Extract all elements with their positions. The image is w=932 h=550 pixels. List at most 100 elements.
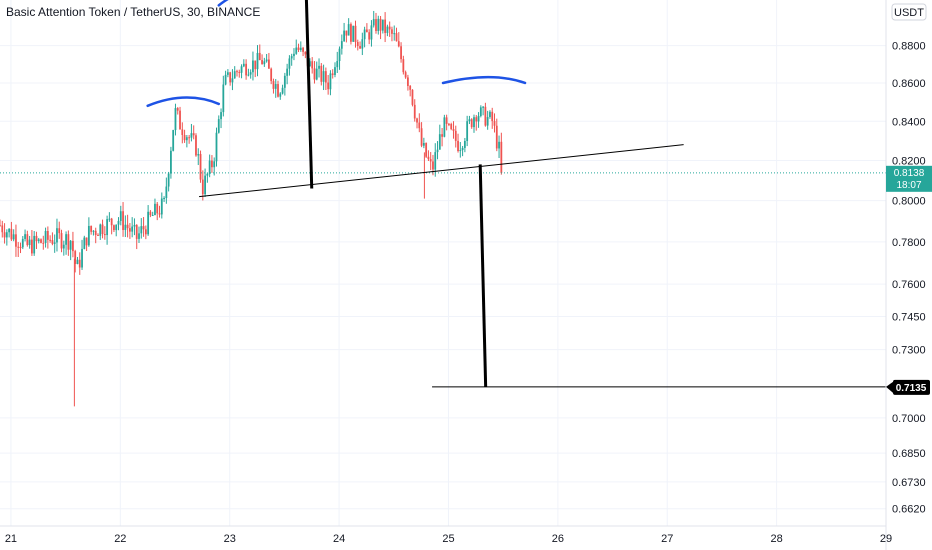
neckline-trendline[interactable] [199,144,684,198]
candle-body [229,72,232,83]
candle-body [44,230,47,243]
candle-body [42,242,45,244]
candle-body [17,246,20,248]
candle-body [427,156,430,160]
candle-body [135,224,138,239]
candle-body [58,228,61,234]
drawings[interactable] [146,0,886,388]
candle-body [454,130,457,141]
candle-body [21,238,24,248]
price-tick-label: 0.7800 [892,237,926,249]
time-tick-label: 22 [114,533,126,545]
candle-body [74,251,77,265]
time-axis[interactable]: 21 22 23 24 25 26 27 28 29 [5,533,892,545]
candle-body [31,239,33,254]
time-tick-label: 21 [5,533,17,545]
candle-body [12,234,15,240]
candle-body [15,234,17,247]
candle-body [386,26,389,33]
candle-body [10,228,13,240]
candle-body [62,244,65,249]
candle-body [345,30,348,36]
target-price-value: 0.7135 [896,383,927,394]
candle-body [413,104,416,119]
candle-body [133,224,136,227]
candle-body [299,47,302,50]
candle-body [470,119,473,128]
candle-body [322,71,325,82]
candle-body [324,71,327,83]
candle-body [370,25,373,40]
candle-body [190,133,193,138]
candle-body [381,19,384,31]
candle-body [60,233,63,249]
price-tick-label: 0.6730 [892,477,926,489]
candle-body [295,47,298,54]
candle-body [281,87,284,94]
candle-body [249,72,252,75]
chart-title: Basic Attention Token / TetherUS, 30, BI… [6,5,260,19]
candle-body [99,224,102,236]
candle-body [452,129,455,131]
candle-body [236,71,238,73]
candle-body [211,160,213,168]
candle-body [313,68,316,80]
candle-body [368,32,371,40]
time-tick-label: 29 [880,533,892,545]
candle-body [165,186,168,198]
candle-body [409,85,412,90]
candle-body [350,24,352,42]
current-price-badge [886,165,932,192]
candle-body [279,93,282,97]
candle-body [87,225,90,246]
candle-body [85,237,88,246]
price-tick-label: 0.8400 [892,116,926,128]
candle-body [46,230,49,240]
time-tick-label: 23 [224,533,236,545]
candle-body [172,130,175,151]
candle-body [163,197,165,199]
candle-body [315,68,318,80]
candle-body [475,117,478,122]
currency-badge[interactable] [891,3,927,21]
price-axis[interactable]: USDT 0.8800 0.8600 0.8400 0.8200 0.8000 0.780… [891,3,927,516]
candle-body [263,61,266,65]
candle-body [197,154,200,156]
current-price-tag: 0.8138 18:07 [886,165,932,192]
candle-body [354,25,357,43]
candle-body [140,226,143,234]
price-tick-label: 0.8200 [892,155,926,167]
candle-body [213,161,216,168]
candle-body [327,82,330,90]
candle-body [144,229,147,235]
candle-body [224,74,227,85]
candle-body [277,84,279,97]
shoulder-arc[interactable] [146,96,221,108]
projection-line[interactable] [478,164,488,387]
candle-body [461,147,464,151]
price-tick-label: 0.8600 [892,78,926,90]
candle-body [340,41,343,49]
candle-body [356,42,359,47]
candle-body [35,235,38,242]
candle-body [400,46,402,60]
candle-body [226,72,229,75]
projection-line[interactable] [304,0,314,189]
candle-body [0,225,1,227]
candle-body [288,58,291,69]
candle-body [272,81,275,89]
candle-body [473,117,475,128]
candle-body [222,84,225,113]
candle-body [94,230,97,235]
shoulder-arc[interactable] [217,0,241,7]
candle-body [343,30,345,42]
candle-body [293,53,295,57]
candle-body [466,121,469,142]
candle-body [416,118,418,123]
candle-body [329,73,332,90]
candle-body [247,74,250,76]
candle-body [103,234,106,236]
candle-body [411,89,414,105]
shoulder-arc[interactable] [441,75,527,85]
